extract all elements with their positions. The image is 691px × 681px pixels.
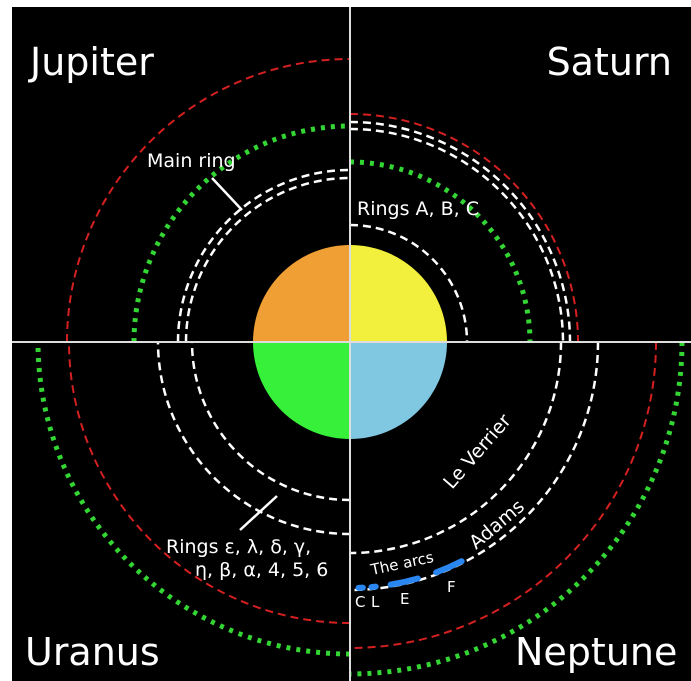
quadrant-label: Saturn [547,40,672,84]
annotation: Main ring [147,150,236,172]
quadrant-label: Uranus [25,630,160,674]
quadrant-label: Neptune [515,630,677,674]
annotation: Rings ε, λ, δ, γ, [166,536,311,558]
rings-diagram: Jupiter Saturn Uranus Neptune Main ring … [0,0,691,681]
arc-label: F [447,578,456,596]
quadrant-label: Jupiter [28,40,154,84]
annotation: Rings A, B, C [357,198,479,220]
annotation: η, β, α, 4, 5, 6 [195,559,328,581]
arc-label: C [355,593,365,611]
arc-label: E [400,590,409,608]
arc-label: L [371,593,380,611]
